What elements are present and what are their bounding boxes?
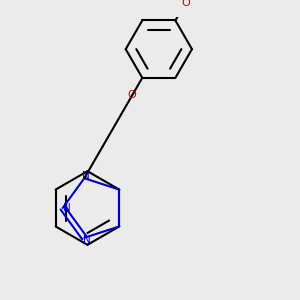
Text: O: O: [128, 90, 136, 100]
Text: N: N: [83, 236, 91, 245]
Text: N: N: [63, 203, 71, 213]
Text: O: O: [181, 0, 190, 8]
Text: N: N: [82, 171, 90, 181]
